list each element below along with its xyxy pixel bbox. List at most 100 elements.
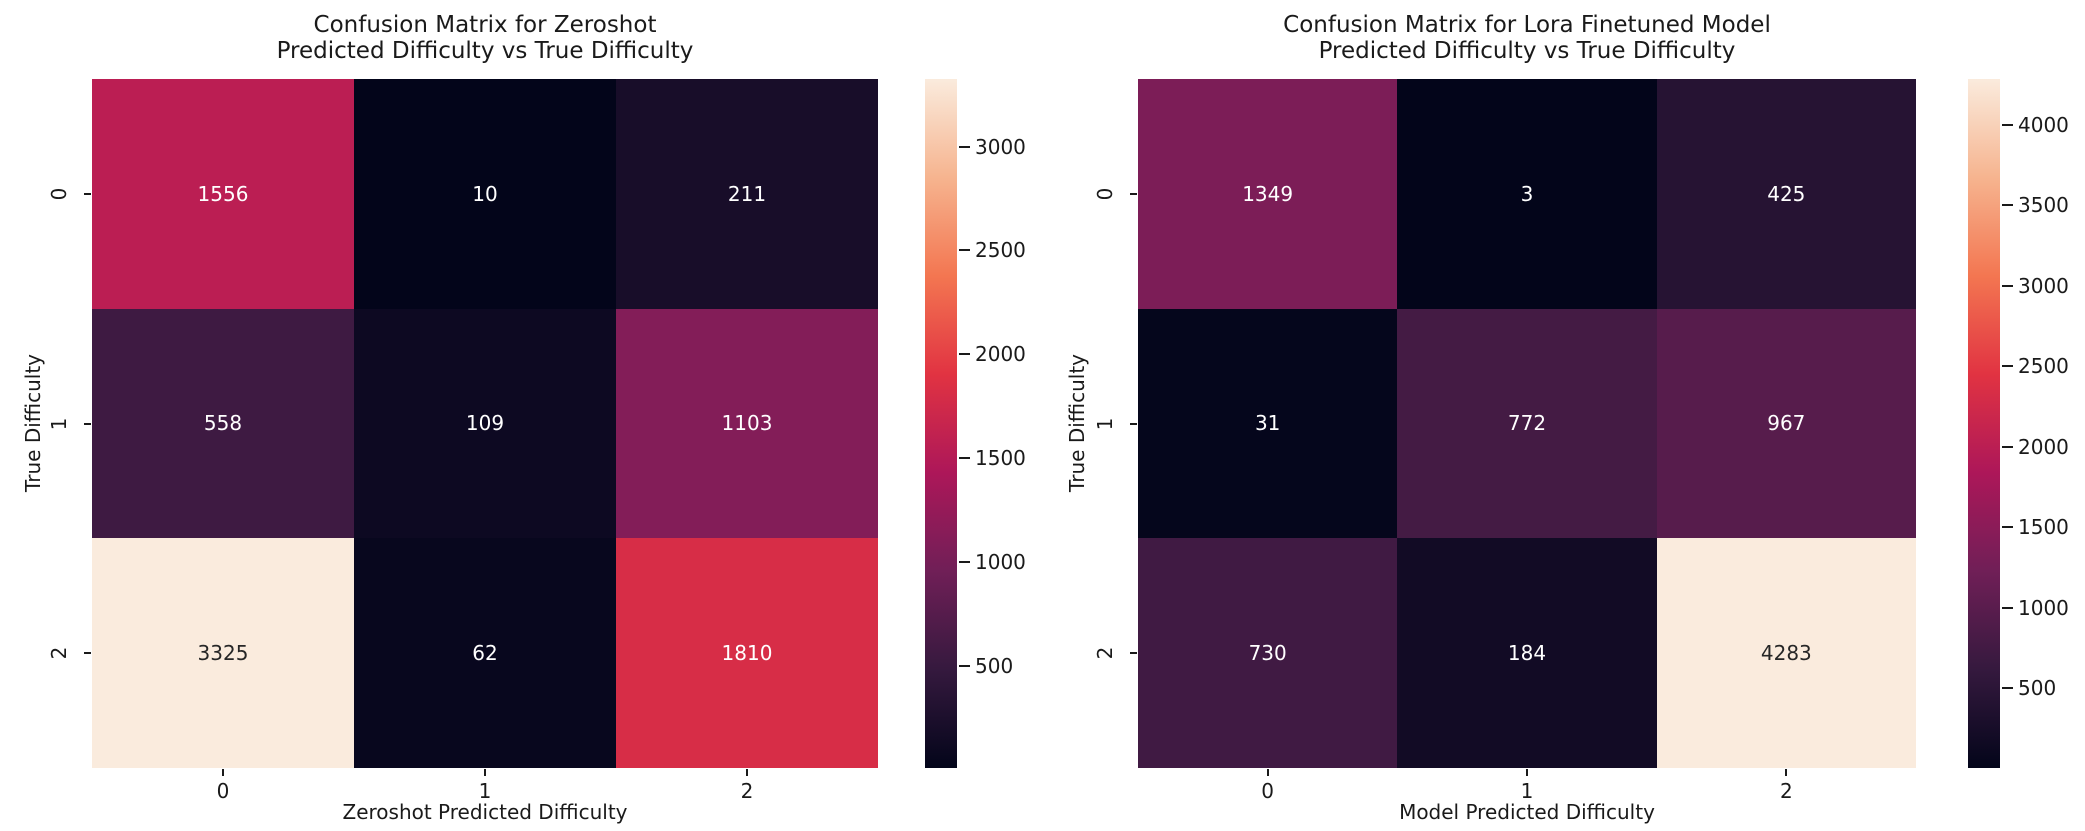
heatmap-cell: 1349: [1138, 79, 1398, 309]
colorbar-tick-label: 4000: [2018, 112, 2069, 137]
chart-title-line1: Confusion Matrix for Lora Finetuned Mode…: [1283, 12, 1771, 38]
heatmap-cell: 558: [92, 308, 354, 539]
colorbar-tick-mark: [2002, 526, 2013, 528]
cell-value: 1556: [197, 181, 249, 206]
chart-title-line1: Confusion Matrix for Zeroshot: [313, 12, 657, 38]
heatmap-cell: 772: [1397, 308, 1657, 539]
colorbar-tick-mark: [2002, 204, 2013, 207]
y-tick-mark: [1130, 422, 1137, 425]
cell-value: 730: [1248, 641, 1287, 666]
heatmap-grid: 1349 3 425 31 772 967 730 184 4283: [1138, 79, 1916, 768]
x-tick-mark: [484, 769, 486, 776]
heatmap-cell: 109: [354, 308, 616, 539]
y-axis-label: True Difficulty: [1065, 353, 1089, 493]
x-tick-label: 1: [1520, 779, 1534, 803]
chart-title: Confusion Matrix for Lora Finetuned Mode…: [1138, 12, 1916, 64]
heatmap-cell: 10: [354, 79, 616, 309]
cell-value: 62: [472, 641, 498, 666]
x-axis-label: Model Predicted Difficulty: [1399, 800, 1655, 824]
heatmap-grid: 1556 10 211 558 109 1103 3325 62 1810: [92, 79, 878, 768]
cell-value: 558: [203, 411, 243, 436]
y-tick-label: 2: [1093, 646, 1117, 660]
cell-value: 3: [1520, 181, 1534, 206]
y-tick-mark: [84, 422, 91, 425]
heatmap-cell: 1810: [616, 538, 878, 768]
heatmap-cell: 184: [1397, 538, 1657, 768]
y-tick-mark: [1130, 652, 1137, 655]
cell-value: 967: [1767, 411, 1806, 436]
x-tick-label: 1: [478, 779, 492, 803]
colorbar-tick-label: 2000: [2018, 434, 2069, 459]
heatmap-cell: 211: [616, 79, 878, 309]
colorbar-tick-label: 3500: [2018, 193, 2069, 218]
colorbar-tick-mark: [959, 249, 970, 252]
cell-value: 184: [1507, 641, 1547, 666]
x-tick-label: 0: [1261, 779, 1275, 803]
cell-value: 1810: [721, 641, 773, 666]
colorbar: [925, 79, 957, 768]
y-tick-label: 0: [1093, 187, 1117, 201]
cell-value: 4283: [1760, 641, 1812, 666]
colorbar-tick-mark: [959, 353, 970, 356]
colorbar-tick-label: 2500: [975, 238, 1026, 263]
colorbar-tick-mark: [959, 145, 970, 148]
heatmap-cell: 62: [354, 538, 616, 768]
y-tick-mark: [84, 192, 91, 195]
cell-value: 10: [472, 181, 498, 206]
colorbar-tick-mark: [2002, 686, 2013, 689]
colorbar-tick-label: 3000: [2018, 273, 2069, 298]
colorbar-tick-label: 1000: [975, 550, 1026, 575]
heatmap-cell: 4283: [1656, 538, 1916, 768]
x-tick-mark: [1785, 769, 1788, 776]
colorbar-tick-mark: [959, 665, 970, 668]
colorbar-tick-label: 3000: [975, 134, 1026, 159]
x-tick-mark: [746, 769, 748, 776]
x-tick-mark: [222, 769, 224, 776]
x-tick-label: 2: [740, 779, 754, 803]
colorbar-tick-label: 500: [975, 654, 1014, 679]
chart-title-line2: Predicted Difficulty vs True Difficulty: [1318, 38, 1736, 64]
x-tick-label: 2: [1779, 779, 1793, 803]
chart-title-line2: Predicted Difficulty vs True Difficulty: [276, 38, 694, 64]
cell-value: 211: [727, 181, 767, 206]
y-tick-label: 1: [1093, 417, 1117, 430]
heatmap-cell: 1556: [92, 79, 354, 309]
colorbar-tick-label: 2000: [975, 342, 1026, 367]
y-tick-mark: [84, 652, 91, 655]
y-tick-mark: [1130, 192, 1137, 195]
colorbar-tick-mark: [959, 561, 970, 564]
colorbar-tick-mark: [2002, 445, 2013, 448]
colorbar-tick-mark: [2002, 123, 2013, 126]
x-tick-label: 0: [216, 779, 230, 803]
heatmap-cell: 31: [1138, 308, 1398, 539]
colorbar-tick-label: 2500: [2018, 354, 2069, 379]
cell-value: 425: [1767, 181, 1806, 206]
chart-title: Confusion Matrix for Zeroshot Predicted …: [92, 12, 878, 64]
cell-value: 3325: [197, 641, 249, 666]
colorbar-tick-label: 1000: [2018, 595, 2069, 620]
heatmap-cell: 730: [1138, 538, 1398, 768]
colorbar-tick-label: 1500: [975, 446, 1026, 471]
cell-value: 109: [465, 411, 505, 436]
x-tick-mark: [1266, 769, 1269, 776]
colorbar-tick-mark: [2002, 284, 2013, 287]
colorbar-tick-mark: [2002, 365, 2013, 368]
heatmap-cell: 425: [1656, 79, 1916, 309]
colorbar-tick-mark: [959, 457, 970, 460]
cell-value: 1349: [1242, 181, 1294, 206]
cell-value: 1103: [721, 411, 773, 436]
heatmap-cell: 1103: [616, 308, 878, 539]
colorbar-tick-label: 1500: [2018, 515, 2069, 539]
x-tick-mark: [1526, 769, 1528, 776]
cell-value: 31: [1254, 411, 1281, 436]
colorbar-tick-mark: [2002, 606, 2013, 609]
heatmap-cell: 3: [1397, 79, 1657, 309]
colorbar-tick-label: 500: [2018, 675, 2057, 700]
colorbar: [1968, 79, 2000, 768]
x-axis-label: Zeroshot Predicted Difficulty: [342, 800, 628, 824]
heatmap-cell: 3325: [92, 538, 354, 768]
cell-value: 772: [1507, 411, 1547, 436]
